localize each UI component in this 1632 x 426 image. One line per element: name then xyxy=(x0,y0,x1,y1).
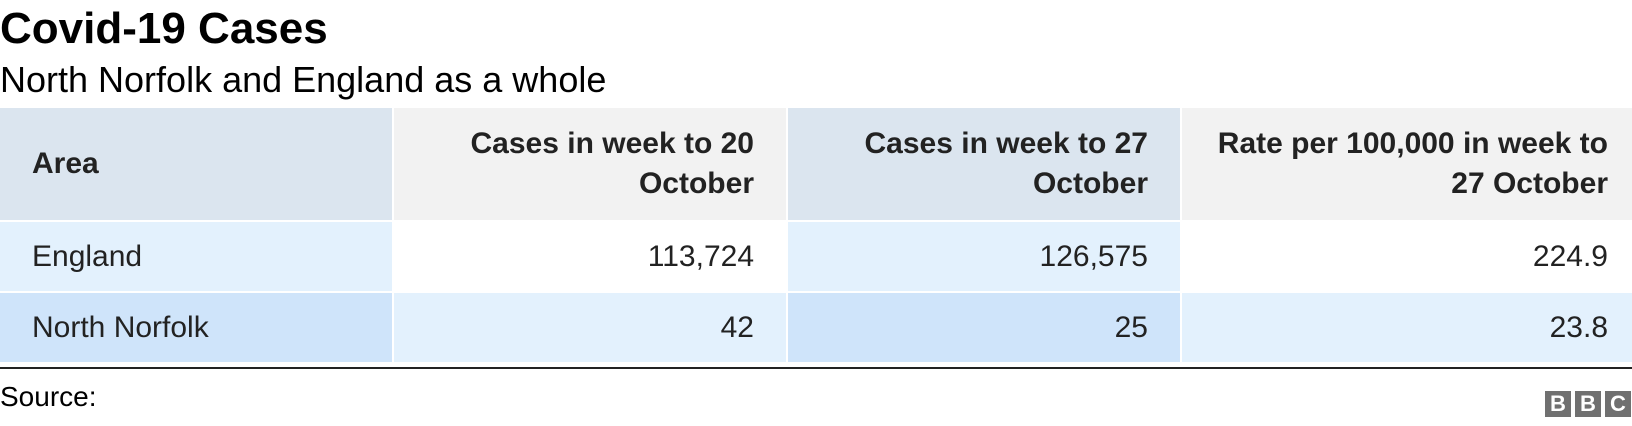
header-cases-week-27-oct: Cases in week to 27 October xyxy=(788,108,1180,220)
source-label: Source: xyxy=(0,381,97,412)
chart-title: Covid-19 Cases xyxy=(0,4,328,53)
header-cases-week-20-oct: Cases in week to 20 October xyxy=(394,108,786,220)
chart-subtitle: North Norfolk and England as a whole xyxy=(0,59,607,100)
bbc-logo-letter: B xyxy=(1575,391,1601,417)
table-header-row: Area Cases in week to 20 October Cases i… xyxy=(0,108,1632,220)
header-area: Area xyxy=(0,108,392,220)
table-row: England 113,724 126,575 224.9 xyxy=(0,222,1632,291)
header-rate-per-100k: Rate per 100,000 in week to 27 October xyxy=(1182,108,1632,220)
bbc-logo: B B C xyxy=(1545,391,1631,417)
cell-cases-27-oct: 25 xyxy=(788,293,1180,362)
cell-rate: 23.8 xyxy=(1182,293,1632,362)
cell-cases-27-oct: 126,575 xyxy=(788,222,1180,291)
bbc-logo-letter: C xyxy=(1605,391,1631,417)
cell-cases-20-oct: 42 xyxy=(394,293,786,362)
table-row: North Norfolk 42 25 23.8 xyxy=(0,293,1632,362)
cell-cases-20-oct: 113,724 xyxy=(394,222,786,291)
cell-area: North Norfolk xyxy=(0,293,392,362)
cell-rate: 224.9 xyxy=(1182,222,1632,291)
cell-area: England xyxy=(0,222,392,291)
footer-divider xyxy=(0,367,1632,369)
data-table: Area Cases in week to 20 October Cases i… xyxy=(0,106,1632,364)
bbc-logo-letter: B xyxy=(1545,391,1571,417)
